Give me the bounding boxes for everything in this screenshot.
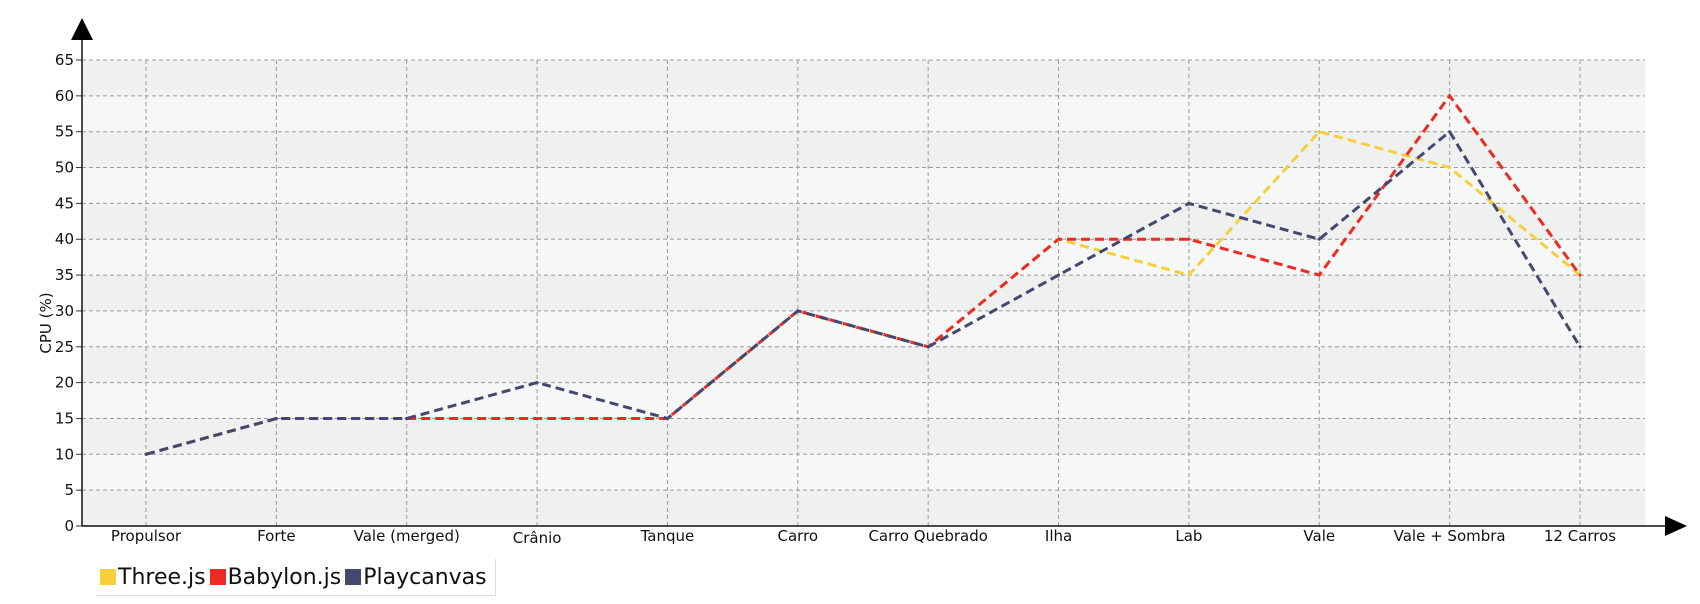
grid-band: [82, 131, 1645, 168]
legend: Three.js Babylon.js Playcanvas: [96, 559, 496, 596]
series-point: [926, 345, 930, 349]
series-point: [1187, 237, 1191, 241]
x-tick-label: Vale (merged): [354, 527, 460, 545]
series-line: [145, 129, 1582, 456]
x-tick-label: Ilha: [1045, 527, 1072, 545]
grid-band: [82, 203, 1645, 240]
y-tick-label: 25: [55, 338, 74, 356]
legend-label: Babylon.js: [227, 564, 342, 590]
series-point: [1317, 273, 1321, 277]
series-point: [535, 381, 539, 385]
grid-band: [82, 454, 1645, 491]
grid-band: [82, 167, 1645, 204]
legend-swatch: [100, 569, 116, 585]
y-tick-label: 35: [55, 266, 74, 284]
x-tick-label: Vale: [1303, 527, 1335, 545]
x-tick-label: Carro Quebrado: [868, 527, 987, 545]
legend-item: Three.js: [100, 565, 206, 590]
x-tick-label: Crânio: [513, 529, 562, 547]
legend-label: Three.js: [118, 564, 206, 590]
y-tick-label: 10: [55, 445, 74, 463]
x-axis-arrow-icon: [1665, 516, 1687, 536]
series-point: [535, 416, 539, 420]
series-point: [1578, 273, 1582, 277]
y-tick-label: 20: [55, 374, 74, 392]
series-point: [405, 416, 409, 420]
grid-band: [82, 346, 1645, 383]
series-point: [1057, 237, 1061, 241]
grid-band: [82, 382, 1645, 419]
series-point: [1187, 273, 1191, 277]
y-tick-label: 30: [55, 302, 74, 320]
series-point: [1448, 130, 1452, 134]
grid-band: [82, 95, 1645, 132]
legend-item: Babylon.js: [209, 564, 342, 590]
y-tick-label: 60: [55, 87, 74, 105]
grid-band: [82, 490, 1645, 526]
x-tick-label: Tanque: [640, 527, 695, 545]
series-point: [1187, 201, 1191, 205]
legend-item: Playcanvas: [345, 564, 487, 590]
x-tick-label: Forte: [257, 527, 296, 545]
y-tick-label: 40: [55, 230, 74, 248]
y-tick-label: 55: [55, 123, 74, 141]
x-tick-label: Carro: [778, 527, 819, 545]
grid-band: [82, 275, 1645, 311]
y-axis-arrow-icon: [71, 18, 93, 40]
series-point: [665, 416, 669, 420]
series-point: [1317, 237, 1321, 241]
x-tick-label: Propulsor: [111, 527, 182, 545]
grid-band: [82, 418, 1645, 455]
x-tick-label: Vale + Sombra: [1394, 527, 1506, 545]
y-axis-label: CPU (%): [37, 292, 55, 353]
legend-swatch: [345, 569, 362, 585]
grid-band: [82, 239, 1645, 276]
series-point: [274, 416, 278, 420]
series-point: [1057, 273, 1061, 277]
y-tick-label: 45: [55, 194, 74, 212]
series-point: [796, 309, 800, 313]
legend-label: Playcanvas: [363, 564, 487, 590]
y-tick-label: 65: [55, 51, 74, 69]
y-tick-label: 15: [55, 409, 74, 427]
y-tick-label: 5: [64, 481, 74, 499]
grid-band: [82, 60, 1645, 96]
x-tick-label: Lab: [1175, 527, 1202, 545]
series-point: [1448, 166, 1452, 170]
x-tick-label: 12 Carros: [1544, 527, 1616, 545]
series-point: [144, 452, 148, 456]
series-point: [1448, 94, 1452, 98]
legend-swatch: [209, 569, 226, 585]
y-tick-label: 50: [55, 159, 74, 177]
series-point: [1578, 345, 1582, 349]
series-point: [1317, 130, 1321, 134]
y-tick-label: 0: [64, 517, 74, 535]
